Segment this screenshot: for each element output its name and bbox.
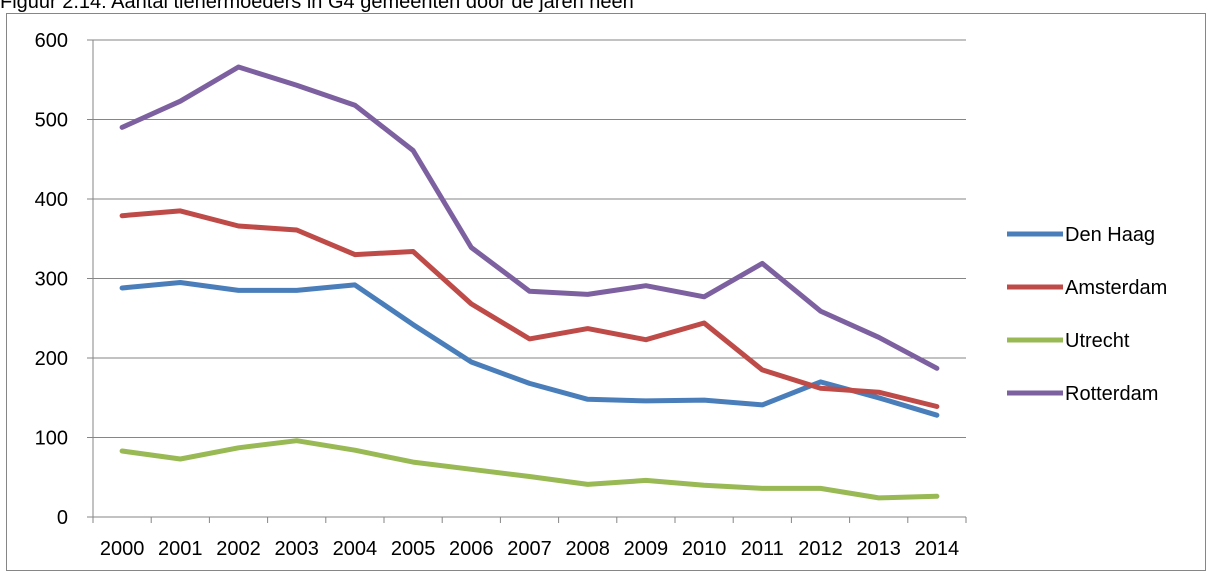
- x-tick-label: 2003: [274, 538, 319, 560]
- series-line-utrecht: [119, 438, 940, 501]
- x-tick-label: 2013: [856, 538, 901, 560]
- legend-label-den-haag: Den Haag: [1065, 224, 1155, 246]
- series-lines: [119, 64, 940, 501]
- x-tick-label: 2007: [507, 538, 552, 560]
- legend-label-utrecht: Utrecht: [1065, 330, 1130, 352]
- x-axis-tick-labels: 2000 2001 2002 2003 2004 2005 2006 2007 2008 2009…: [100, 538, 959, 560]
- y-tick-label: 300: [35, 269, 68, 291]
- x-tick-label: 2004: [333, 538, 378, 560]
- x-tick-label: 2001: [158, 538, 203, 560]
- gridlines: [93, 39, 966, 438]
- y-tick-label: 0: [57, 507, 68, 529]
- x-tick-label: 2002: [216, 538, 261, 560]
- x-tick-label: 2011: [741, 538, 784, 560]
- series-line-rotterdam: [119, 64, 940, 371]
- y-tick-label: 200: [35, 348, 68, 370]
- y-tick-label: 100: [35, 428, 68, 450]
- y-tick-label: 400: [35, 189, 68, 211]
- y-tick-label: 500: [35, 110, 68, 132]
- line-chart: 0 100 200 300 400 500 600 2000 2001 2002 2003 2004…: [35, 30, 1168, 560]
- legend-label-amsterdam: Amsterdam: [1065, 277, 1167, 299]
- y-tick-label: 600: [35, 30, 68, 52]
- figure-caption: Figuur 2.14: Aantal tienermoeders in G4 …: [0, 0, 634, 13]
- y-axis-tick-labels: 0 100 200 300 400 500 600: [35, 30, 68, 529]
- legend: Den Haag Amsterdam Utrecht Rotterdam: [1007, 224, 1167, 405]
- chart-area: 0 100 200 300 400 500 600 2000 2001 2002 2003 2004…: [6, 13, 1206, 571]
- x-tick-label: 2006: [449, 538, 494, 560]
- x-tick-label: 2009: [624, 538, 669, 560]
- x-tick-label: 2005: [391, 538, 436, 560]
- series-line-amsterdam: [119, 208, 940, 409]
- legend-label-rotterdam: Rotterdam: [1065, 383, 1158, 405]
- x-tick-label: 2000: [100, 538, 145, 560]
- x-tick-label: 2008: [565, 538, 610, 560]
- x-tick-label: 2010: [682, 538, 727, 560]
- x-tick-label: 2012: [798, 538, 843, 560]
- axes: [87, 39, 967, 523]
- series-line-den-haag: [119, 280, 940, 418]
- x-tick-label: 2014: [915, 538, 960, 560]
